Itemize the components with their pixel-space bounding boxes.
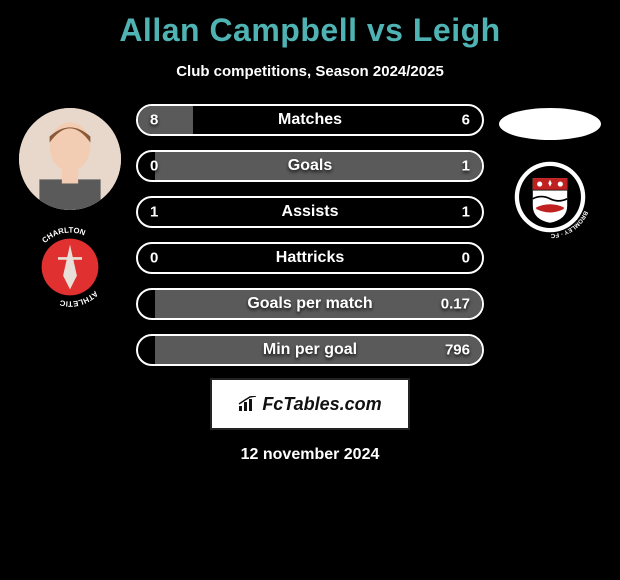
charlton-badge-icon: CHARLTON ATHLETIC	[27, 224, 113, 310]
stat-label: Hattricks	[276, 249, 344, 267]
stat-label: Assists	[282, 203, 339, 221]
stat-value-right: 0.17	[441, 296, 470, 313]
stat-fill-left	[138, 106, 193, 134]
stat-value-left: 8	[150, 112, 158, 129]
stat-value-right: 1	[462, 158, 470, 175]
player-left-club-badge: CHARLTON ATHLETIC	[27, 224, 113, 310]
brand-box: FcTables.com	[210, 378, 410, 430]
person-icon	[19, 108, 121, 210]
stat-value-left: 0	[150, 158, 158, 175]
stat-label: Goals per match	[247, 295, 372, 313]
footer: FcTables.com 12 november 2024	[210, 378, 410, 464]
stats-column: 8 6 Matches 0 1 Goals 1 1 Assists 0 0 Hattricks 0.17…	[130, 104, 490, 366]
stat-value-left: 1	[150, 204, 158, 221]
brand-label: FcTables.com	[238, 394, 381, 415]
comparison-body: CHARLTON ATHLETIC 8 6 Matches 0 1 Goals 1 1 Assi…	[10, 104, 610, 366]
stat-bar: 0 0 Hattricks	[136, 242, 484, 274]
page-title: Allan Campbell vs Leigh	[119, 12, 500, 49]
player-right-avatar-placeholder	[499, 108, 601, 140]
chart-icon	[238, 396, 258, 412]
page-subtitle: Club competitions, Season 2024/2025	[176, 63, 444, 80]
stat-label: Goals	[288, 157, 332, 175]
stat-value-right: 1	[462, 204, 470, 221]
stat-bar: 8 6 Matches	[136, 104, 484, 136]
date-label: 12 november 2024	[241, 446, 380, 464]
stat-bar: 1 1 Assists	[136, 196, 484, 228]
brand-text: FcTables.com	[262, 394, 381, 415]
stat-bar: 796 Min per goal	[136, 334, 484, 366]
player-left-avatar	[19, 108, 121, 210]
stat-value-right: 0	[462, 250, 470, 267]
stat-value-right: 796	[445, 342, 470, 359]
player-right-club-badge: BROMLEY · FC	[507, 154, 593, 240]
stat-bar: 0 1 Goals	[136, 150, 484, 182]
stat-label: Min per goal	[263, 341, 357, 359]
stat-bar: 0.17 Goals per match	[136, 288, 484, 320]
stat-value-left: 0	[150, 250, 158, 267]
left-player-column: CHARLTON ATHLETIC	[10, 104, 130, 310]
stat-value-right: 6	[462, 112, 470, 129]
right-player-column: BROMLEY · FC	[490, 104, 610, 240]
stat-label: Matches	[278, 111, 342, 129]
bromley-badge-icon: BROMLEY · FC	[507, 154, 593, 240]
